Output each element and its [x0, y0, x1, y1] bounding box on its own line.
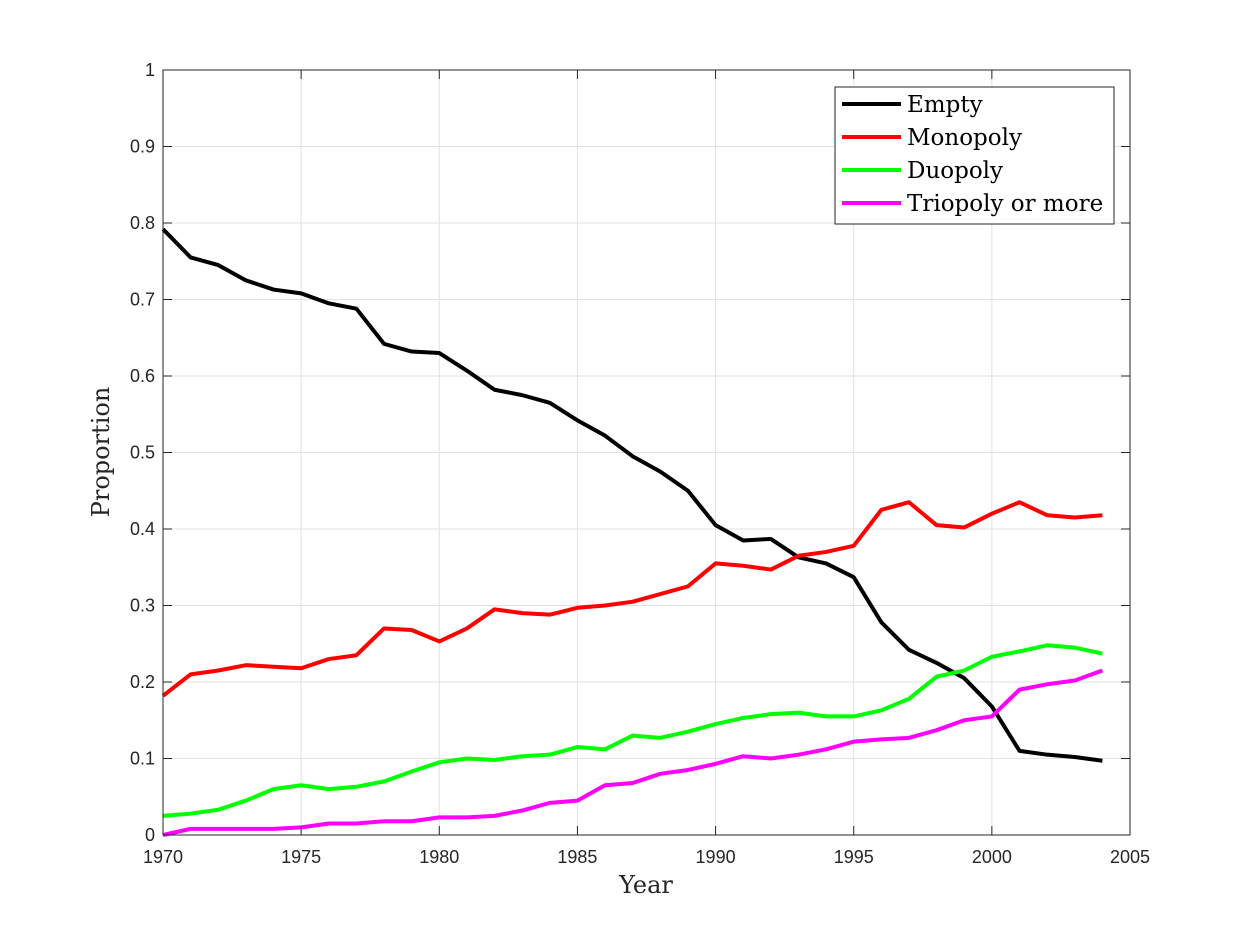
y-tick-label: 0.6	[130, 366, 155, 386]
y-tick-label: 0.1	[130, 749, 155, 769]
x-tick-labels: 1970 1975 1980 1985 1990 1995 2000 2005	[143, 847, 1150, 867]
series-line-empty[interactable]	[161, 227, 1103, 763]
x-axis-title: Year	[618, 871, 673, 899]
x-tick-label: 1970	[143, 847, 183, 867]
x-tick-label: 1990	[696, 847, 736, 867]
x-tick-label: 1980	[419, 847, 459, 867]
x-tick-label: 1985	[557, 847, 597, 867]
legend[interactable]: Empty Monopoly Duopoly Triopoly or more	[834, 86, 1115, 225]
y-tick-label: 0.9	[130, 137, 155, 157]
legend-entry-empty[interactable]: Empty	[842, 92, 983, 118]
legend-entry-duopoly[interactable]: Duopoly	[842, 158, 1003, 184]
y-tick-label: 0	[145, 825, 155, 845]
legend-entry-monopoly[interactable]: Monopoly	[842, 125, 1022, 151]
x-tick-label: 1975	[281, 847, 321, 867]
series-line-duopoly[interactable]	[162, 643, 1103, 818]
y-axis-title: Proportion	[87, 387, 115, 518]
y-tick-label: 0.7	[130, 290, 155, 310]
legend-entry-triopoly-or-more[interactable]: Triopoly or more	[842, 191, 1103, 217]
y-tick-label: 0.5	[130, 443, 155, 463]
y-tick-label: 0.8	[130, 213, 155, 233]
legend-label-duopoly: Duopoly	[907, 158, 1003, 184]
series-line-monopoly[interactable]	[161, 500, 1103, 698]
axis-ticks	[162, 69, 1131, 836]
legend-label-monopoly: Monopoly	[907, 125, 1022, 151]
y-tick-label: 0.2	[130, 672, 155, 692]
y-tick-label: 0.4	[130, 519, 155, 539]
y-tick-labels: 0 0.1 0.2 0.3 0.4 0.5 0.6 0.7 0.8 0.9 1	[130, 60, 155, 845]
legend-label-empty: Empty	[907, 92, 983, 118]
x-tick-label: 2000	[972, 847, 1012, 867]
y-tick-label: 0.3	[130, 596, 155, 616]
y-tick-label: 1	[145, 60, 155, 80]
series-lines	[161, 227, 1104, 837]
legend-label-triopoly-or-more: Triopoly or more	[907, 191, 1103, 217]
series-line-triopoly-or-more[interactable]	[162, 668, 1104, 837]
x-tick-label: 2005	[1110, 847, 1150, 867]
x-tick-label: 1995	[834, 847, 874, 867]
